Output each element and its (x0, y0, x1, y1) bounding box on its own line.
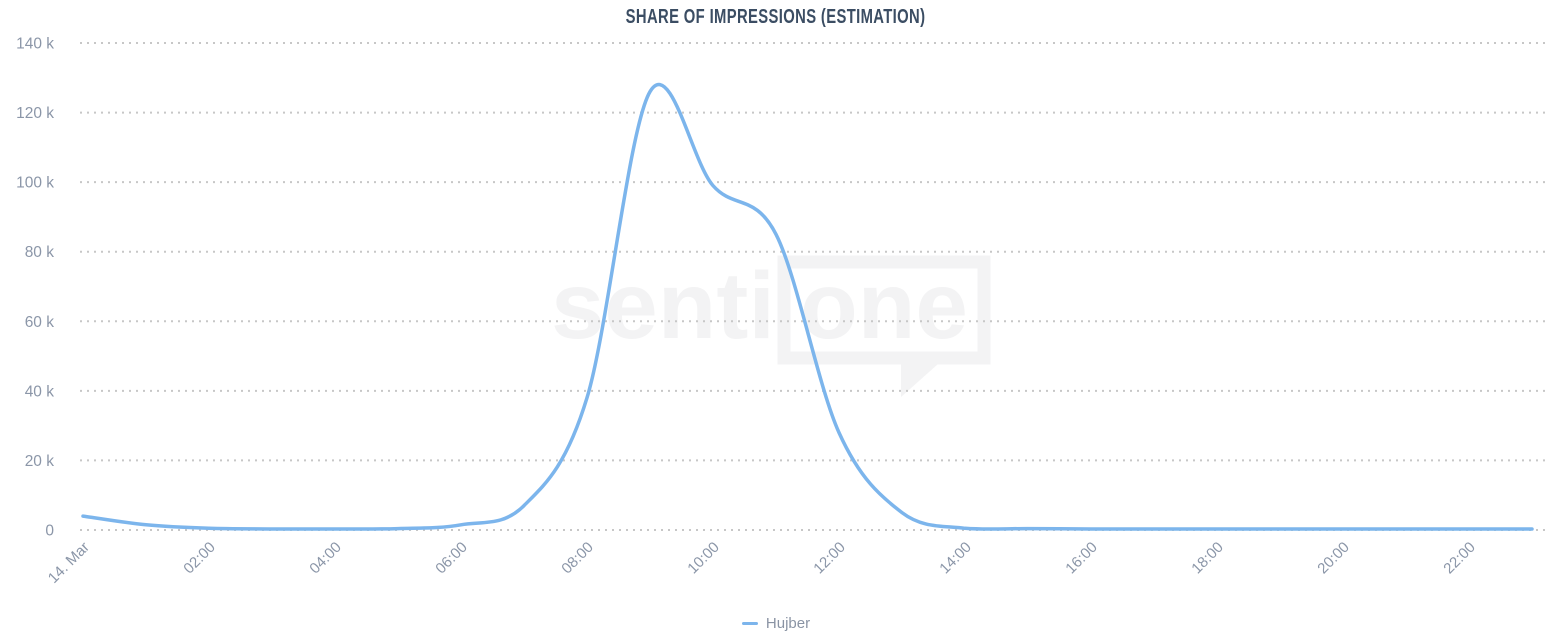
y-tick-label: 20 k (25, 453, 55, 470)
watermark-bubble-tail (901, 364, 938, 397)
x-axis-labels: 14. Mar 02:00 04:00 06:00 08:00 10:00 12:00 14:… (45, 539, 1479, 587)
watermark-text-senti: senti (551, 253, 775, 359)
x-tick-label: 16:00 (1062, 539, 1101, 578)
y-tick-label: 100 k (16, 175, 54, 192)
y-tick-label: 140 k (16, 36, 54, 53)
x-tick-label: 22:00 (1440, 539, 1479, 578)
y-tick-label: 40 k (25, 383, 55, 400)
y-axis-labels: 0 20 k 40 k 60 k 80 k 100 k 120 k 140 k (16, 36, 54, 540)
x-tick-label: 08:00 (558, 539, 597, 578)
watermark-text-one: one (800, 253, 968, 359)
x-tick-label: 06:00 (432, 539, 471, 578)
legend-item-hujber[interactable]: Hujber (741, 615, 811, 632)
watermark-bubble-outline (777, 255, 991, 365)
x-tick-label: 18:00 (1188, 539, 1227, 578)
sentione-watermark: senti one (551, 253, 991, 397)
y-tick-label: 60 k (25, 314, 55, 331)
y-tick-label: 0 (45, 523, 54, 540)
x-tick-label: 02:00 (180, 539, 219, 578)
series-line-legend-marker (741, 622, 758, 625)
x-tick-label: 10:00 (684, 539, 723, 578)
y-tick-label: 80 k (25, 244, 55, 261)
x-tick-label: 14:00 (936, 539, 975, 578)
x-tick-label: 04:00 (306, 539, 345, 578)
x-tick-label: 14. Mar (45, 539, 93, 587)
series-line-hujber[interactable] (81, 82, 1534, 531)
legend-label: Hujber (765, 615, 811, 632)
y-tick-label: 120 k (16, 105, 54, 122)
x-tick-label: 12:00 (810, 539, 849, 578)
x-tick-label: 20:00 (1314, 539, 1353, 578)
legend: Hujber (0, 615, 1552, 632)
